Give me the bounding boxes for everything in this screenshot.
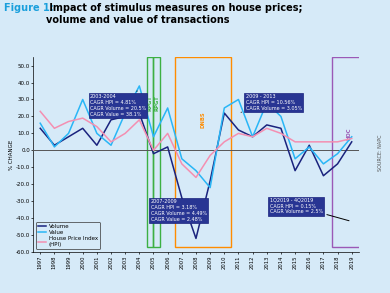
House Price Index
(HPI) — [208, 154, 213, 157]
Volume — [137, 111, 142, 115]
Volume — [236, 128, 241, 132]
House Price Index
(HPI) — [80, 116, 85, 120]
Bar — [154, 57, 160, 247]
Value — [335, 152, 340, 156]
Value — [179, 157, 184, 161]
Volume — [321, 174, 326, 178]
Value — [236, 98, 241, 101]
Value — [94, 132, 99, 135]
Value — [293, 157, 298, 161]
Volume — [38, 127, 43, 130]
House Price Index
(HPI) — [66, 120, 71, 123]
Value — [52, 145, 57, 149]
House Price Index
(HPI) — [165, 132, 170, 135]
Volume — [80, 127, 85, 130]
Volume — [52, 144, 57, 147]
Bar — [332, 57, 365, 247]
Volume — [66, 135, 71, 139]
Volume — [94, 144, 99, 147]
House Price Index
(HPI) — [179, 162, 184, 166]
House Price Index
(HPI) — [94, 125, 99, 128]
House Price Index
(HPI) — [222, 140, 227, 144]
Text: 1Q2019 - 4Q2019
CAGR HPI = 0.15%
CAGR Volume = 2.5%: 1Q2019 - 4Q2019 CAGR HPI = 0.15% CAGR Vo… — [269, 198, 349, 221]
Volume — [335, 162, 340, 166]
House Price Index
(HPI) — [278, 132, 283, 135]
Volume — [165, 145, 170, 149]
Text: HOC: HOC — [346, 127, 351, 140]
Value — [80, 98, 85, 101]
Value — [264, 101, 269, 105]
Value — [321, 162, 326, 166]
Line: Value: Value — [40, 86, 352, 188]
Text: Figure 1:: Figure 1: — [4, 3, 54, 13]
House Price Index
(HPI) — [193, 176, 198, 179]
Value — [66, 132, 71, 135]
Volume — [250, 135, 255, 139]
Volume — [193, 237, 198, 240]
Volume — [179, 196, 184, 200]
Value — [137, 84, 142, 88]
Volume — [264, 123, 269, 127]
Text: 2009 - 2013
CAGR HPI = 10.56%
CAGR Volume = 3.05%: 2009 - 2013 CAGR HPI = 10.56% CAGR Volum… — [241, 94, 302, 112]
Text: 2003-2004
CAGR HPI = 4.81%
CAGR Volume = 20.5%
CAGR Value = 38.1%: 2003-2004 CAGR HPI = 4.81% CAGR Volume =… — [90, 91, 146, 117]
Volume — [293, 169, 298, 172]
House Price Index
(HPI) — [335, 140, 340, 144]
House Price Index
(HPI) — [52, 127, 57, 130]
Y-axis label: % CHANGE: % CHANGE — [9, 139, 14, 170]
Legend: Volume, Value, House Price Index
(HPI): Volume, Value, House Price Index (HPI) — [36, 222, 100, 249]
Value — [38, 122, 43, 125]
House Price Index
(HPI) — [293, 140, 298, 144]
Value — [278, 115, 283, 118]
Value — [208, 186, 213, 189]
House Price Index
(HPI) — [250, 135, 255, 139]
Value — [222, 106, 227, 110]
Volume — [151, 152, 156, 156]
Value — [307, 145, 312, 149]
House Price Index
(HPI) — [264, 127, 269, 130]
House Price Index
(HPI) — [38, 110, 43, 113]
Text: DNBS: DNBS — [200, 112, 206, 128]
Text: RPGT: RPGT — [148, 95, 153, 111]
Value — [250, 135, 255, 139]
Line: House Price Index
(HPI): House Price Index (HPI) — [40, 111, 352, 178]
House Price Index
(HPI) — [236, 132, 241, 135]
Text: Impact of stimulus measures on house prices;
volume and value of transactions: Impact of stimulus measures on house pri… — [46, 3, 303, 25]
Volume — [278, 127, 283, 130]
House Price Index
(HPI) — [123, 132, 128, 135]
Value — [165, 106, 170, 110]
House Price Index
(HPI) — [307, 140, 312, 144]
Volume — [349, 140, 354, 144]
Volume — [307, 144, 312, 147]
Value — [109, 144, 113, 147]
Text: RPGT: RPGT — [154, 95, 159, 111]
House Price Index
(HPI) — [137, 118, 142, 122]
Value — [123, 111, 128, 115]
Text: SOURCE: NAPC: SOURCE: NAPC — [378, 134, 383, 171]
Value — [151, 135, 156, 139]
Line: Volume: Volume — [40, 113, 352, 239]
Bar — [147, 57, 154, 247]
House Price Index
(HPI) — [151, 149, 156, 152]
Volume — [208, 179, 213, 183]
Value — [349, 135, 354, 139]
Text: 2007-2009
CAGR HPI = 3.18%
CAGR Volume = 4.49%
CAGR Value = 2.48%: 2007-2009 CAGR HPI = 3.18% CAGR Volume =… — [151, 200, 207, 222]
Volume — [109, 118, 113, 122]
House Price Index
(HPI) — [321, 140, 326, 144]
Volume — [123, 115, 128, 118]
Volume — [222, 111, 227, 115]
House Price Index
(HPI) — [109, 140, 113, 144]
Bar — [176, 57, 230, 247]
Value — [193, 169, 198, 172]
House Price Index
(HPI) — [349, 137, 354, 140]
